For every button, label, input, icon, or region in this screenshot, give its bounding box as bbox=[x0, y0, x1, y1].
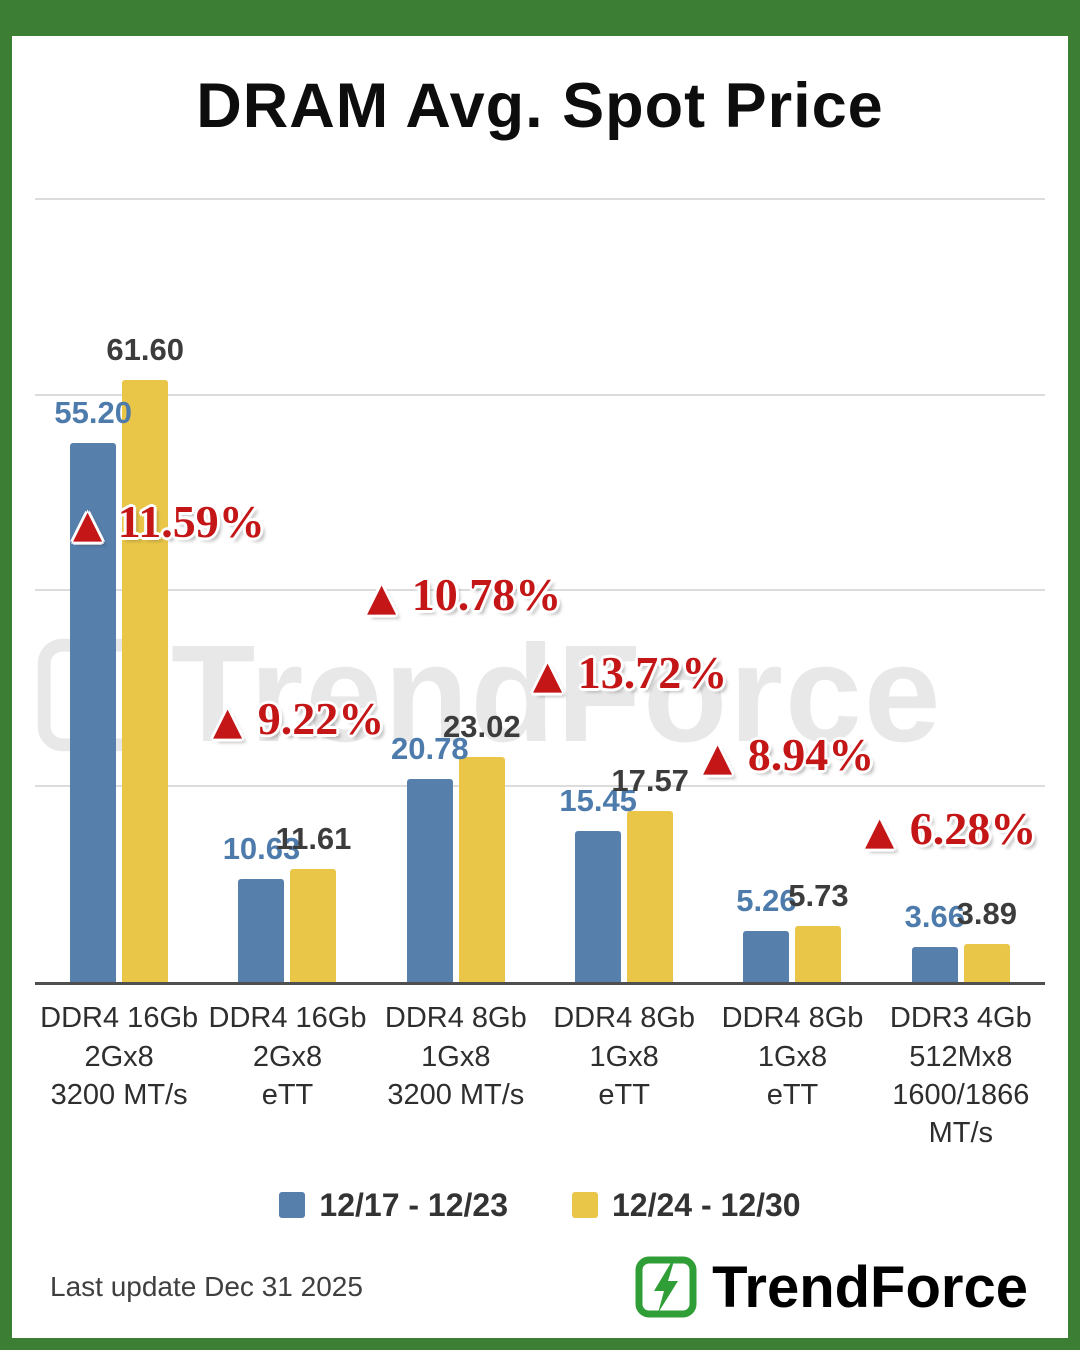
bar-blue bbox=[238, 878, 285, 983]
x-axis-category-label: DDR4 8Gb 1Gx8 eTT bbox=[708, 999, 876, 1152]
bar-blue bbox=[70, 442, 117, 983]
gridline bbox=[35, 198, 1045, 201]
plot-area: TrendForce 55.20 61.60 10.63 11.61 20.78 23.0… bbox=[35, 198, 1045, 986]
x-axis-category-line: DDR4 16Gb bbox=[40, 1002, 199, 1035]
bar-group: 15.45 17.57 bbox=[540, 200, 708, 983]
bar-group: 10.63 11.61 bbox=[203, 200, 371, 983]
x-axis-category-line: DDR4 16Gb bbox=[208, 1002, 367, 1035]
legend-label: 12/24 - 12/30 bbox=[612, 1186, 801, 1223]
x-axis-category-line: eTT bbox=[766, 1078, 819, 1111]
bar-group: 5.26 5.73 bbox=[708, 200, 876, 983]
x-axis-category-line: DDR3 4Gb bbox=[889, 1002, 1032, 1035]
x-axis-category-line: eTT bbox=[261, 1078, 314, 1111]
bar-yellow bbox=[627, 810, 674, 983]
legend-item: 12/24 - 12/30 bbox=[572, 1187, 801, 1224]
bar-group: 3.66 3.89 bbox=[877, 200, 1045, 983]
x-axis-category-line: MT/s bbox=[928, 1117, 994, 1150]
x-axis-category-line: 512Mx8 bbox=[909, 1040, 1013, 1073]
gridline bbox=[35, 784, 1045, 787]
bar-value-label: 23.02 bbox=[443, 709, 521, 745]
watermark: TrendForce bbox=[35, 615, 943, 774]
x-axis-category-line: DDR4 8Gb bbox=[721, 1002, 864, 1035]
bar-blue bbox=[911, 946, 958, 983]
legend: 12/17 - 12/23 12/24 - 12/30 bbox=[12, 1187, 1068, 1224]
bar-group: 55.20 61.60 bbox=[35, 200, 203, 983]
x-axis-labels: DDR4 16Gb 2Gx8 3200 MT/s DDR4 16Gb 2Gx8 eTT DD… bbox=[35, 999, 1045, 1152]
bars-layer: 55.20 61.60 10.63 11.61 20.78 23.02 15.45 17.57… bbox=[35, 200, 1045, 983]
x-axis-category-line: 1Gx8 bbox=[421, 1040, 491, 1073]
gridline bbox=[35, 393, 1045, 396]
x-axis-category-line: 1Gx8 bbox=[757, 1040, 828, 1073]
legend-label: 12/17 - 12/23 bbox=[319, 1186, 508, 1223]
bar-yellow bbox=[290, 868, 337, 983]
legend-swatch bbox=[572, 1192, 598, 1218]
bar-group: 20.78 23.02 bbox=[372, 200, 540, 983]
bar-value-label: 61.60 bbox=[106, 332, 184, 368]
x-axis-category-label: DDR4 16Gb 2Gx8 eTT bbox=[203, 999, 371, 1152]
legend-swatch bbox=[279, 1192, 306, 1218]
x-axis-category-line: eTT bbox=[598, 1078, 650, 1111]
bar-yellow bbox=[122, 380, 169, 983]
bar-yellow bbox=[963, 944, 1010, 983]
gridline bbox=[35, 589, 1045, 592]
trendforce-logo-icon bbox=[635, 1256, 697, 1318]
bar-value-label: 5.26 bbox=[736, 883, 797, 919]
footer: Last update Dec 31 2025 TrendForce bbox=[50, 1254, 1028, 1321]
bar-value-label: 20.78 bbox=[391, 731, 469, 767]
bar-value-label: 3.66 bbox=[904, 898, 965, 934]
x-axis-category-line: 3200 MT/s bbox=[50, 1078, 188, 1111]
x-axis-category-line: 3200 MT/s bbox=[387, 1078, 525, 1111]
watermark-text: TrendForce bbox=[171, 617, 943, 772]
bar-value-label: 3.89 bbox=[956, 896, 1017, 932]
bar-value-label: 55.20 bbox=[54, 394, 132, 430]
x-axis-category-line: DDR4 8Gb bbox=[384, 1002, 527, 1035]
x-axis-category-label: DDR4 8Gb 1Gx8 eTT bbox=[540, 999, 708, 1152]
trendforce-logo-text: TrendForce bbox=[712, 1254, 1028, 1320]
x-axis-category-label: DDR4 8Gb 1Gx8 3200 MT/s bbox=[372, 999, 540, 1152]
x-axis-category-label: DDR4 16Gb 2Gx8 3200 MT/s bbox=[35, 999, 203, 1152]
page-title: DRAM Avg. Spot Price bbox=[196, 71, 884, 141]
x-axis-category-line: 1600/1866 bbox=[892, 1078, 1030, 1111]
bar-blue bbox=[406, 779, 453, 983]
trendforce-logo: TrendForce bbox=[634, 1254, 1028, 1321]
x-axis-category-line: 2Gx8 bbox=[252, 1040, 323, 1073]
x-axis-category-line: DDR4 8Gb bbox=[553, 1002, 696, 1035]
bar-value-label: 5.73 bbox=[788, 878, 849, 914]
bar-value-label: 15.45 bbox=[559, 783, 637, 819]
bar-yellow bbox=[795, 926, 842, 983]
legend-item: 12/17 - 12/23 bbox=[279, 1187, 508, 1224]
x-axis-category-label: DDR3 4Gb 512Mx8 1600/1866 MT/s bbox=[877, 999, 1045, 1152]
bar-value-label: 17.57 bbox=[611, 762, 689, 798]
bar-value-label: 11.61 bbox=[275, 820, 352, 856]
bar-value-label: 10.63 bbox=[222, 830, 301, 866]
bar-blue bbox=[743, 931, 790, 983]
gridlines bbox=[35, 198, 1045, 982]
bar-yellow bbox=[458, 757, 505, 983]
bar-blue bbox=[575, 831, 622, 983]
last-update-text: Last update Dec 31 2025 bbox=[50, 1271, 363, 1302]
x-axis-category-line: 1Gx8 bbox=[589, 1040, 659, 1073]
x-axis-category-line: 2Gx8 bbox=[84, 1040, 154, 1073]
